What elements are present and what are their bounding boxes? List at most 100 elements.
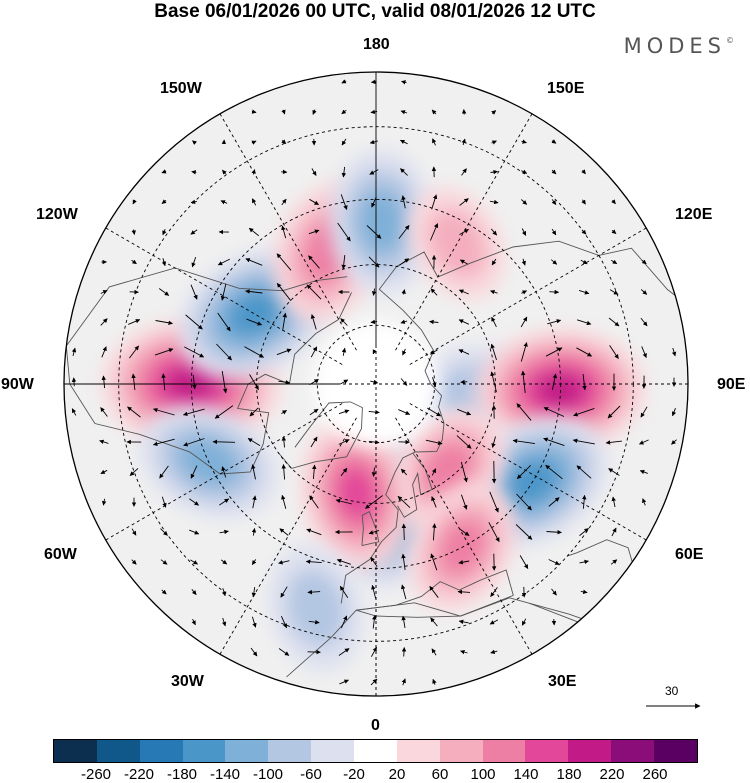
wind-arrow [191, 589, 197, 596]
wind-arrow [189, 498, 199, 506]
wind-arrow [161, 589, 167, 595]
wind-arrow [521, 370, 526, 393]
wind-arrow [308, 619, 320, 625]
colorbar [53, 739, 698, 763]
colorbar-swatch [139, 740, 183, 762]
wind-arrow [607, 405, 621, 419]
wind-arrow [191, 618, 196, 626]
wind-arrow [611, 199, 616, 205]
colorbar-swatch [96, 740, 140, 762]
wind-arrow [459, 259, 468, 265]
wind-arrow [573, 407, 595, 417]
wind-arrow [457, 589, 471, 595]
wind-arrow [251, 109, 257, 114]
wind-arrow [458, 289, 469, 295]
wind-arrow [460, 494, 468, 510]
lon-label-90w: 90W [1, 376, 34, 393]
wind-arrow [400, 378, 408, 386]
wind-arrow [582, 374, 587, 391]
wind-arrow [131, 259, 137, 265]
wind-arrow [341, 138, 347, 146]
wind-arrow [249, 407, 259, 417]
wind-arrow [212, 439, 236, 445]
colorbar-swatch [354, 740, 397, 762]
wind-arrow [192, 140, 197, 146]
wind-arrow [129, 345, 139, 359]
wind-arrow [369, 139, 378, 145]
wind-arrow [431, 496, 437, 508]
wind-arrow [430, 288, 438, 296]
wind-arrow [521, 228, 527, 236]
wind-arrow [217, 258, 231, 266]
wind-arrow [340, 615, 348, 629]
wind-arrow [161, 373, 166, 391]
anomaly-bering-negative [329, 149, 434, 295]
wind-arrow [458, 560, 470, 565]
wind-arrow [100, 318, 108, 326]
wind-arrow [370, 678, 378, 686]
wind-arrow [152, 438, 175, 446]
wind-arrow [400, 168, 408, 176]
wind-arrow [519, 555, 529, 569]
wind-arrow [311, 168, 317, 176]
wind-arrow [280, 586, 288, 598]
wind-arrow [489, 491, 499, 513]
wind-arrow [276, 348, 292, 356]
wind-arrow [551, 228, 557, 236]
wind-arrow [490, 289, 498, 295]
wind-arrow [310, 314, 317, 330]
reference-vector-label: 30 [665, 684, 679, 698]
globe-outline [63, 71, 689, 697]
wind-arrow [191, 170, 197, 175]
wind-arrow [370, 319, 378, 325]
wind-arrow [128, 319, 141, 325]
wind-arrow [162, 229, 167, 236]
colorbar-swatch [225, 740, 269, 762]
colorbar-swatch [54, 740, 97, 762]
wind-arrow [365, 495, 383, 509]
wind-arrow [309, 378, 319, 386]
wind-arrow [281, 109, 286, 115]
wind-arrow [310, 436, 318, 448]
colorbar-swatch [182, 740, 226, 762]
wind-arrow [221, 371, 228, 394]
wind-arrow [339, 379, 349, 385]
wind-arrow [580, 589, 588, 595]
wind-arrow [432, 523, 437, 541]
wind-arrow [548, 497, 560, 507]
wind-arrow [251, 464, 256, 480]
wind-arrow [366, 225, 382, 239]
colorbar-swatch [568, 740, 612, 762]
wind-arrow [491, 436, 496, 448]
wind-arrow [401, 553, 406, 570]
wind-arrow [278, 648, 290, 656]
colorbar-tick-label: -140 [209, 766, 241, 783]
wind-arrow [489, 619, 499, 625]
colorbar-swatch [482, 740, 526, 762]
wind-arrow [245, 258, 263, 266]
wind-arrow [551, 588, 557, 596]
colorbar-tick-label: -100 [252, 766, 284, 783]
wind-arrow [370, 556, 378, 567]
wind-arrow [101, 375, 107, 389]
wind-arrow [401, 195, 406, 209]
wind-arrow [512, 438, 535, 445]
wind-arrow [545, 464, 563, 480]
wind-arrow [397, 495, 411, 509]
wind-arrow [281, 410, 287, 415]
wind-arrow [638, 439, 649, 445]
wind-arrow [251, 527, 257, 536]
wind-arrow [521, 618, 527, 626]
wind-arrow [71, 347, 77, 357]
wind-arrow [521, 139, 527, 144]
wind-arrow [184, 346, 205, 358]
wind-arrow [183, 438, 205, 447]
wind-arrow [401, 647, 407, 657]
wind-arrow [491, 110, 497, 115]
wind-arrow [305, 559, 322, 564]
wind-arrow [578, 289, 590, 295]
wind-arrow [71, 408, 77, 416]
wind-arrow [431, 194, 438, 210]
wind-arrow [581, 199, 586, 205]
wind-arrow [432, 377, 437, 388]
